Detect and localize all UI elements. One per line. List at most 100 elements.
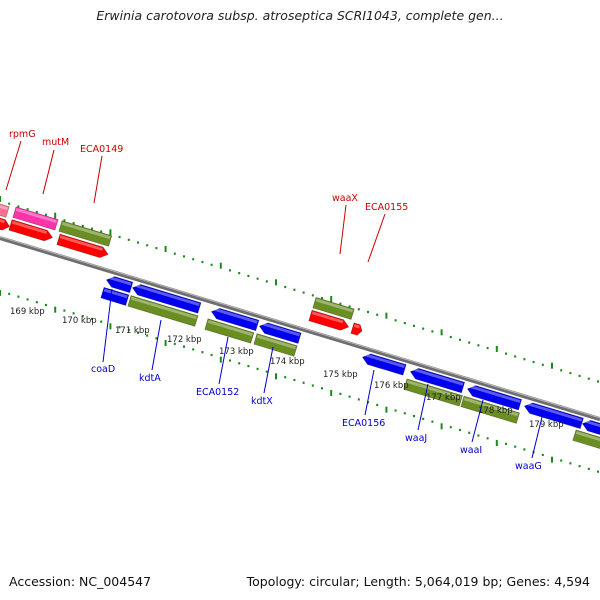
gene-waaJ: [403, 378, 463, 407]
forward-gene-leader: [367, 213, 386, 263]
gene-coaD: [100, 286, 130, 306]
gene-red-3-shine: [59, 235, 103, 251]
gene-kdtX-shape: [253, 333, 298, 357]
gene-red-1-shape: [0, 215, 11, 231]
gene-mutM-shape: [12, 206, 59, 231]
gene-kdtA-shape: [127, 295, 199, 327]
forward-gene-label-rpmG[interactable]: rpmG: [9, 129, 36, 140]
forward-gene-label-mutM[interactable]: mutM: [42, 137, 69, 148]
gene-mutM: [12, 206, 59, 231]
reverse-gene-leader: [471, 399, 484, 443]
gene-rpmG-shine: [0, 202, 8, 211]
gene-coaD-shine: [103, 288, 128, 299]
reverse-gene-leader: [102, 288, 113, 363]
gene-waaX: [312, 296, 355, 320]
topology-text: Topology: circular; Length: 5,064,019 bp…: [246, 574, 590, 589]
gene-ECA0152-shine: [207, 320, 253, 337]
gene-kdtA-top: [131, 283, 202, 314]
forward-gene-leader: [93, 155, 103, 204]
gene-ECA0155-shape: [350, 322, 363, 336]
forward-gene-label-waaX[interactable]: waaX: [332, 193, 358, 204]
gene-blue-2-shine: [212, 307, 258, 324]
gene-blue-2-shape: [210, 307, 260, 332]
gene-blue-1: [105, 275, 134, 294]
reverse-gene-leader: [531, 412, 544, 459]
reverse-gene-leader: [151, 319, 162, 371]
forward-gene-label-ECA0155[interactable]: ECA0155: [365, 202, 408, 213]
gene-blue-4-shape: [409, 368, 466, 394]
gene-rpmG-shape: [0, 200, 10, 218]
gene-waaX-shine: [315, 298, 354, 313]
gene-ECA0155: [350, 322, 363, 336]
gene-waaX-shape: [312, 296, 355, 320]
gene-red-2-shape: [8, 219, 54, 242]
reverse-gene-label-ECA0156[interactable]: ECA0156: [342, 418, 385, 429]
gene-red-4-shape: [308, 309, 350, 331]
gene-blue-5: [466, 384, 523, 411]
reverse-gene-label-waaG[interactable]: waaG: [515, 461, 542, 472]
gene-red-3-shape: [56, 233, 109, 259]
genome-axis-highlight: [0, 236, 600, 419]
scale-label: 176 kbp: [374, 381, 409, 391]
gene-blue-6: [523, 402, 584, 430]
gene-red-4: [308, 309, 350, 331]
gene-waaJ-shape: [403, 378, 463, 407]
gene-kdtX-shine: [256, 334, 296, 350]
gene-blue-7: [581, 419, 600, 438]
gene-blue-4-shine: [411, 367, 464, 386]
gene-blue-7-shape: [581, 419, 600, 438]
gene-red-1: [0, 215, 11, 231]
reverse-gene-label-waaJ[interactable]: waaJ: [405, 433, 427, 444]
gene-red-2-shine: [11, 220, 48, 235]
gene-waaG: [572, 429, 600, 453]
gene-ECA0156-shine: [363, 353, 405, 369]
gene-ECA0156: [361, 353, 407, 376]
reverse-gene-label-waaI[interactable]: waaI: [460, 445, 482, 456]
gene-coaD-shape: [100, 286, 130, 306]
reverse-gene-label-ECA0152[interactable]: ECA0152: [196, 387, 239, 398]
gene-mutM-shine: [15, 208, 57, 223]
gene-waaJ-shine: [406, 380, 462, 400]
forward-gene-label-ECA0149[interactable]: ECA0149: [80, 144, 123, 155]
scale-label: 169 kbp: [10, 307, 45, 317]
gene-blue-7-shine: [583, 419, 600, 431]
gene-ECA0152: [204, 318, 255, 344]
scale-label: 179 kbp: [529, 420, 564, 430]
gene-red-3: [56, 233, 109, 259]
scale-label: 171 kbp: [115, 326, 150, 336]
gene-blue-3-shine: [260, 322, 300, 337]
genome-axis: [0, 236, 600, 422]
gene-kdtA: [127, 295, 199, 327]
gene-red-4-shine: [311, 311, 344, 324]
scale-label: 177 kbp: [426, 393, 461, 403]
gene-blue-1-shine: [107, 275, 132, 286]
gene-red-2: [8, 219, 54, 242]
gene-kdtX: [253, 333, 298, 357]
reverse-gene-label-coaD[interactable]: coaD: [91, 364, 115, 375]
gene-waaI-shape: [460, 395, 520, 424]
gene-waaG-shine: [575, 431, 600, 445]
gene-blue-2: [210, 307, 260, 332]
scale-label: 173 kbp: [219, 347, 254, 357]
reverse-gene-leader: [364, 369, 375, 416]
gene-red-1-shine: [0, 217, 5, 224]
reverse-gene-leader: [218, 336, 229, 385]
gene-waaI: [460, 395, 520, 424]
scale-label: 170 kbp: [62, 316, 97, 326]
reverse-gene-label-kdtX[interactable]: kdtX: [251, 396, 273, 407]
reverse-gene-leader: [263, 346, 274, 394]
forward-gene-leader: [339, 204, 347, 255]
gene-ECA0156-shape: [361, 353, 407, 376]
gene-blue-6-shine: [525, 402, 583, 422]
gene-blue-3: [258, 322, 302, 344]
accession-text: Accession: NC_004547: [9, 574, 152, 589]
gene-kdtA-top-shape: [131, 284, 202, 314]
gene-blue-3-shape: [258, 322, 302, 344]
reverse-gene-label-kdtA[interactable]: kdtA: [139, 373, 161, 384]
forward-gene-leader: [42, 149, 55, 195]
gene-rpmG: [0, 200, 10, 218]
gene-kdtA-shine: [130, 296, 197, 320]
gene-ECA0149-shine: [61, 221, 111, 240]
gene-ECA0152-shape: [204, 318, 255, 344]
gene-ECA0149-shape: [58, 220, 113, 247]
